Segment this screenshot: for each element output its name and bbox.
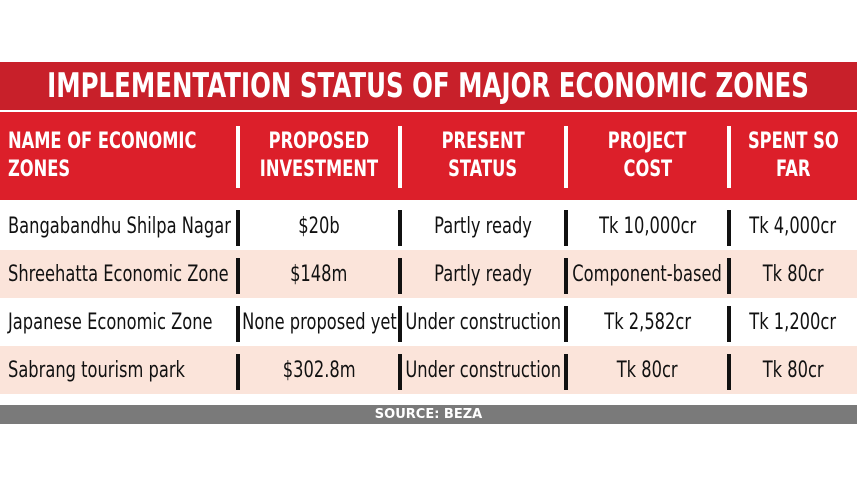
column-divider [564, 258, 568, 294]
cell-text: $20b [298, 213, 340, 239]
column-divider [564, 306, 568, 342]
column-divider [727, 306, 731, 342]
cell-text: Under construction [405, 309, 561, 335]
table-cell: $302.8m [238, 346, 400, 394]
cell-text: Partly ready [434, 261, 532, 287]
column-divider [236, 258, 240, 294]
header-text: PRESENT [441, 129, 525, 154]
table-cell: Tk 2,582cr [566, 298, 729, 346]
column-divider [398, 354, 402, 390]
cell-text: Tk 80cr [762, 261, 824, 287]
table-cell: Japanese Economic Zone [0, 298, 238, 346]
cell-text: Tk 2,582cr [604, 309, 691, 335]
column-divider [727, 354, 731, 390]
cell-text: Tk 80cr [762, 357, 824, 383]
row-background [0, 298, 857, 346]
table-cell: Partly ready [400, 250, 566, 298]
header-divider [236, 126, 240, 188]
source-bar: SOURCE: BEZA [0, 405, 857, 424]
cell-text: Partly ready [434, 213, 532, 239]
header-text: NAME OF ECONOMIC [8, 129, 197, 154]
column-divider [398, 210, 402, 246]
column-divider [236, 306, 240, 342]
header-text: STATUS [448, 157, 518, 182]
column-divider [727, 258, 731, 294]
title-bar: IMPLEMENTATION STATUS OF MAJOR ECONOMIC … [0, 62, 857, 110]
column-divider [564, 354, 568, 390]
table-cell: Tk 4,000cr [729, 202, 857, 250]
row-background [0, 250, 857, 298]
table-cell: Partly ready [400, 202, 566, 250]
cell-text: Component-based [572, 261, 723, 287]
table-cell: Under construction [400, 346, 566, 394]
header-text: ZONES [8, 157, 71, 182]
header-row [0, 112, 857, 200]
cell-text: Tk 4,000cr [749, 213, 837, 239]
cell-text: $302.8m [282, 357, 356, 383]
cell-text: Tk 1,200cr [749, 309, 837, 335]
header-divider [564, 126, 568, 188]
header-text: PROPOSED [268, 129, 370, 154]
row-background [0, 346, 857, 394]
table-cell: Tk 80cr [566, 346, 729, 394]
table-cell: $20b [238, 202, 400, 250]
cell-text: Japanese Economic Zone [8, 309, 213, 335]
table-cell: Sabrang tourism park [0, 346, 238, 394]
table-cell: Tk 1,200cr [729, 298, 857, 346]
header-text: INVESTMENT [259, 157, 379, 182]
header-cell: PROPOSED INVESTMENT [238, 112, 400, 200]
cell-text: Shreehatta Economic Zone [8, 261, 229, 287]
header-text: COST [623, 157, 672, 182]
cell-text: Tk 80cr [617, 357, 678, 383]
row-background [0, 202, 857, 250]
column-divider [398, 306, 402, 342]
table-cell: Shreehatta Economic Zone [0, 250, 238, 298]
header-text: PROJECT [608, 129, 687, 154]
table-cell: None proposed yet [238, 298, 400, 346]
header-divider [727, 126, 731, 188]
cell-text: Bangabandhu Shilpa Nagar [8, 213, 231, 239]
column-divider [236, 210, 240, 246]
column-divider [727, 210, 731, 246]
header-cell: SPENT SO FAR [729, 112, 857, 200]
header-text: FAR [775, 157, 811, 182]
cell-text: Under construction [405, 357, 561, 383]
header-cell: PROJECT COST [566, 112, 729, 200]
header-divider [398, 126, 402, 188]
column-divider [236, 354, 240, 390]
table-cell: Tk 80cr [729, 250, 857, 298]
header-cell: NAME OF ECONOMIC ZONES [0, 112, 238, 200]
source: SOURCE: BEZA [374, 407, 483, 422]
table-cell: Bangabandhu Shilpa Nagar [0, 202, 238, 250]
cell-text: None proposed yet [241, 309, 397, 335]
table-cell: $148m [238, 250, 400, 298]
column-divider [398, 258, 402, 294]
header-text: SPENT SO [747, 129, 839, 154]
table-cell: Component-based [566, 250, 729, 298]
column-divider [564, 210, 568, 246]
title: IMPLEMENTATION STATUS OF MAJOR ECONOMIC … [47, 66, 810, 106]
table-cell: Tk 10,000cr [566, 202, 729, 250]
table-cell: Tk 80cr [729, 346, 857, 394]
cell-text: Tk 10,000cr [598, 213, 697, 239]
cell-text: Sabrang tourism park [8, 357, 185, 383]
header-cell: PRESENT STATUS [400, 112, 566, 200]
cell-text: $148m [290, 261, 348, 287]
table-cell: Under construction [400, 298, 566, 346]
